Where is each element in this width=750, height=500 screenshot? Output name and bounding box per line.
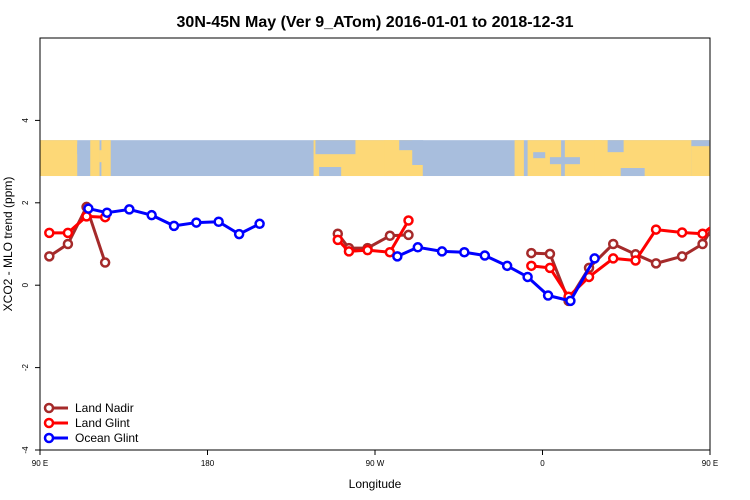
data-point-ocean-glint [146, 209, 157, 221]
data-point-land-glint [403, 215, 414, 226]
data-point-land-nadir [544, 248, 556, 260]
data-point-ocean-glint [501, 260, 513, 272]
legend-swatch-marker [43, 402, 55, 414]
y-tick-label: 4 [21, 118, 30, 123]
series-layer [44, 201, 750, 307]
map-coast [404, 165, 423, 177]
legend-item-land-glint: Land Glint [43, 416, 130, 430]
map-coast [315, 140, 356, 155]
data-point-ocean-glint [565, 295, 576, 307]
data-point-land-glint [740, 213, 748, 221]
data-point-land-glint [697, 228, 708, 239]
y-tick-label: -4 [21, 446, 30, 454]
data-point-land-glint [384, 246, 396, 258]
map-coast [77, 144, 86, 155]
data-point-land-nadir [607, 238, 619, 250]
data-point-ocean-glint [101, 207, 113, 218]
data-point-ocean-glint [168, 220, 180, 232]
legend-swatch-marker [43, 432, 55, 444]
data-point-ocean-glint [124, 204, 135, 215]
data-point-ocean-glint [392, 251, 403, 262]
series-land-glint [44, 211, 748, 302]
data-point-ocean-glint [745, 210, 750, 218]
x-tick-label: 180 [201, 459, 215, 468]
legend-label: Ocean Glint [75, 431, 139, 445]
data-point-ocean-glint [725, 204, 733, 212]
map-coast [691, 140, 710, 147]
series-ocean-glint [83, 203, 750, 307]
map-land [90, 140, 100, 177]
x-tick-label: 90 E [702, 459, 718, 468]
data-point-land-glint [721, 212, 729, 220]
y-tick-label: -2 [21, 363, 30, 371]
data-point-ocean-glint [459, 246, 470, 258]
data-point-ocean-glint [254, 218, 265, 230]
map-coast [399, 140, 424, 151]
world-map-band [40, 140, 710, 177]
data-point-land-glint [607, 253, 619, 264]
series-line-ocean-glint [729, 208, 750, 215]
map-coast [319, 167, 342, 177]
map-land [691, 140, 710, 177]
data-point-land-glint [526, 260, 537, 272]
y-tick-label: 0 [21, 282, 30, 287]
y-axis-label: XCO2 - MLO trend (ppm) [1, 177, 15, 312]
data-point-land-nadir [384, 230, 396, 242]
data-point-land-glint [630, 255, 641, 266]
chart-title: 30N-45N May (Ver 9_ATom) 2016-01-01 to 2… [177, 14, 574, 31]
map-coast [620, 168, 645, 177]
data-point-land-glint [676, 227, 688, 238]
data-point-ocean-glint [436, 246, 448, 257]
x-tick-label: 0 [540, 459, 545, 468]
legend-label: Land Nadir [75, 401, 134, 415]
data-point-land-nadir [676, 251, 688, 262]
data-point-land-nadir [740, 259, 748, 267]
data-point-land-glint [62, 227, 74, 239]
data-point-ocean-glint [542, 290, 554, 301]
data-point-land-glint [44, 227, 55, 239]
data-point-land-nadir [62, 238, 74, 250]
legend-swatch-marker [43, 417, 55, 429]
data-point-ocean-glint [83, 203, 94, 214]
map-coast [549, 157, 580, 165]
data-point-land-nadir [721, 203, 729, 211]
data-point-ocean-glint [213, 216, 224, 228]
series-line-ocean-glint [396, 245, 596, 303]
data-point-land-nadir [99, 257, 111, 268]
legend-item-ocean-glint: Ocean Glint [43, 431, 139, 445]
data-point-land-glint [362, 244, 373, 256]
data-point-ocean-glint [412, 242, 424, 253]
x-tick-label: 90 W [366, 459, 385, 468]
data-point-land-nadir [403, 229, 414, 241]
data-point-land-glint [650, 224, 662, 235]
data-point-ocean-glint [191, 217, 202, 228]
map-coast [533, 152, 546, 159]
data-point-land-nadir [44, 251, 55, 262]
data-point-ocean-glint [233, 228, 245, 240]
map-land [40, 140, 78, 177]
series-line-land-nadir [48, 205, 107, 264]
x-axis-label: Longitude [349, 477, 402, 491]
map-land [514, 140, 524, 177]
data-point-land-nadir [650, 258, 662, 269]
x-axis-ticks: 90 E 180 90 W 0 90 E [32, 450, 718, 468]
x-tick-label: 90 E [32, 459, 48, 468]
data-point-land-glint [544, 262, 556, 274]
data-point-ocean-glint [589, 253, 600, 264]
y-axis-ticks: -4 -2 0 2 4 [21, 118, 40, 454]
legend-item-land-nadir: Land Nadir [43, 401, 134, 415]
data-point-land-glint [343, 246, 355, 257]
map-coast [607, 140, 624, 153]
y-tick-label: 2 [21, 200, 30, 205]
data-point-ocean-glint [522, 271, 533, 283]
legend-label: Land Glint [75, 416, 130, 430]
data-point-land-nadir [697, 238, 708, 250]
series-line-land-glint [49, 214, 106, 235]
data-point-land-nadir [526, 247, 537, 259]
data-point-land-glint [332, 234, 344, 246]
data-point-ocean-glint [479, 250, 491, 261]
map-coast [99, 150, 108, 163]
